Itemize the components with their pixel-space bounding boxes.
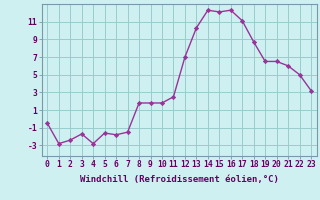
X-axis label: Windchill (Refroidissement éolien,°C): Windchill (Refroidissement éolien,°C) [80, 175, 279, 184]
